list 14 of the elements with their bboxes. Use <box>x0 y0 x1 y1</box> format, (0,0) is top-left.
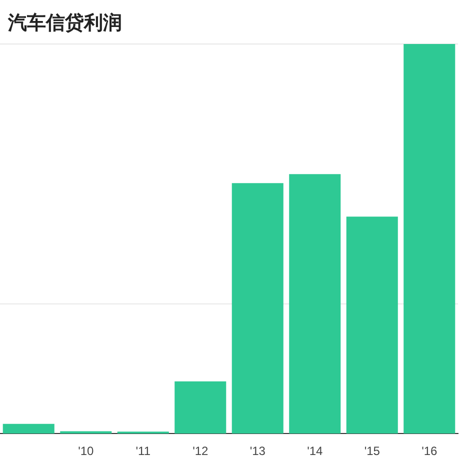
x-tick-label: '14 <box>307 444 324 458</box>
chart-title: 汽车信贷利润 <box>8 11 122 36</box>
bar <box>404 44 456 434</box>
x-tick-label: '11 <box>136 444 151 458</box>
bar <box>289 174 341 434</box>
bar <box>2 424 54 434</box>
x-tick-label: '15 <box>364 444 380 458</box>
x-tick-label: '10 <box>78 444 94 458</box>
x-tick-label: '16 <box>422 444 438 458</box>
x-tick-label: '12 <box>192 444 209 458</box>
bar <box>346 216 398 434</box>
x-tick-label: '13 <box>250 444 266 458</box>
bar <box>232 183 284 434</box>
bar <box>174 381 226 434</box>
